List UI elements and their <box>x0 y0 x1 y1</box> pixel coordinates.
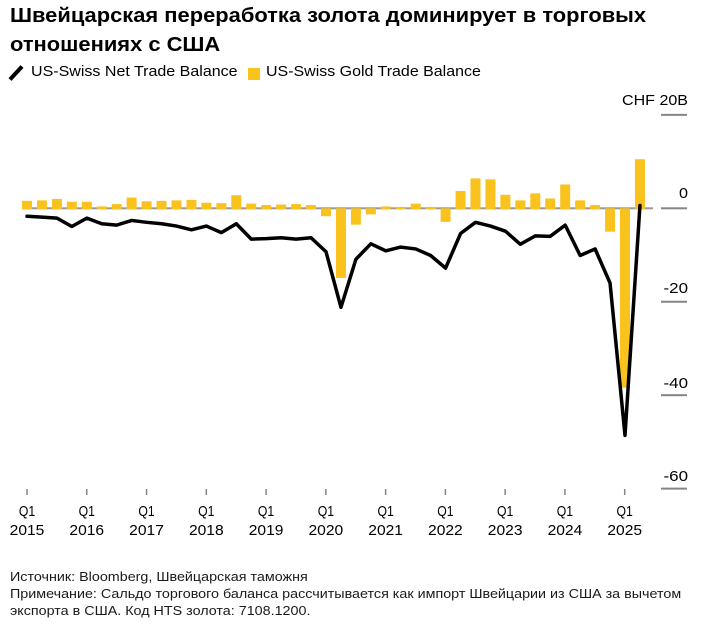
svg-text:2017: 2017 <box>129 522 164 539</box>
svg-text:Q1: Q1 <box>79 503 95 520</box>
svg-text:Q1: Q1 <box>497 503 513 520</box>
svg-text:2022: 2022 <box>428 522 463 539</box>
svg-text:2016: 2016 <box>69 522 104 539</box>
svg-text:Q1: Q1 <box>377 503 393 520</box>
svg-text:Q1: Q1 <box>617 503 633 520</box>
svg-text:2023: 2023 <box>488 522 523 539</box>
svg-text:Q1: Q1 <box>437 503 453 520</box>
svg-text:Q1: Q1 <box>557 503 573 520</box>
svg-text:Q1: Q1 <box>19 503 35 520</box>
svg-text:2020: 2020 <box>309 522 344 539</box>
svg-text:Q1: Q1 <box>318 503 334 520</box>
svg-text:CHF 20B: CHF 20B <box>622 92 688 109</box>
svg-text:2018: 2018 <box>189 522 224 539</box>
svg-text:0: 0 <box>679 185 688 202</box>
svg-text:Q1: Q1 <box>258 503 274 520</box>
svg-text:Q1: Q1 <box>198 503 214 520</box>
svg-text:2021: 2021 <box>368 522 403 539</box>
svg-text:-40: -40 <box>664 375 689 392</box>
svg-text:2019: 2019 <box>249 522 284 539</box>
svg-text:Q1: Q1 <box>138 503 154 520</box>
svg-text:-20: -20 <box>664 280 689 297</box>
svg-text:-60: -60 <box>664 468 689 485</box>
svg-text:2024: 2024 <box>548 522 583 539</box>
svg-text:2025: 2025 <box>607 522 642 539</box>
svg-text:2015: 2015 <box>10 522 45 539</box>
